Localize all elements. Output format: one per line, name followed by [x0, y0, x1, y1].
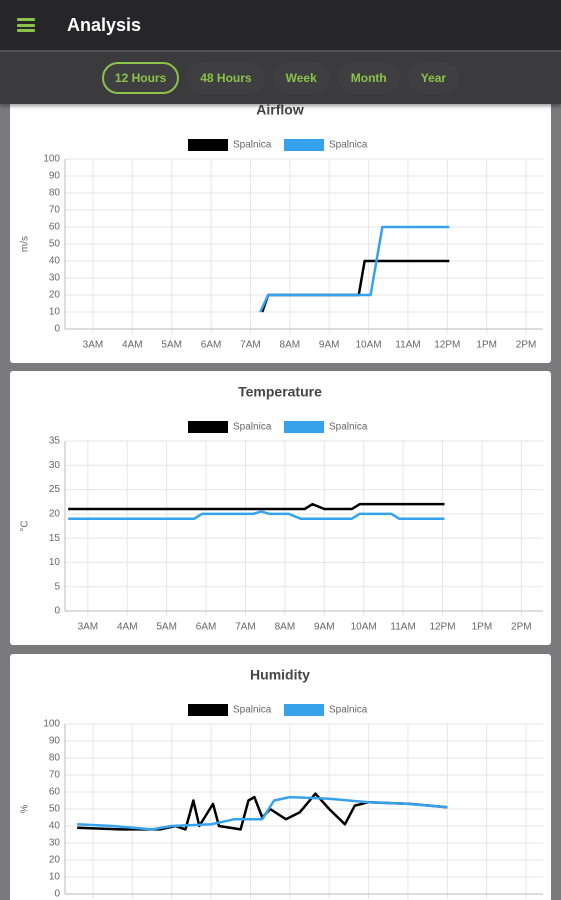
x-tick-label: 11AM: [390, 622, 415, 633]
y-tick-label: 0: [54, 324, 60, 335]
y-tick-label: 20: [49, 855, 61, 866]
chart-card: Temperature Spalnica Spalnica 0 5 10 15 20 25 30 3…: [10, 371, 551, 645]
y-tick-label: 60: [49, 787, 61, 798]
x-tick-label: 7AM: [235, 622, 256, 633]
y-tick-label: 25: [49, 484, 61, 495]
chart-card: Humidity Spalnica Spalnica 0 10 20 30 40 50 60 70 8…: [10, 654, 551, 900]
y-tick-label: 50: [49, 804, 61, 815]
y-tick-label: 70: [49, 205, 61, 216]
tab[interactable]: Week: [272, 62, 330, 94]
legend-swatch: [284, 421, 324, 433]
tab[interactable]: Year: [407, 62, 460, 94]
y-axis-label: m/s: [20, 236, 31, 252]
card: [10, 89, 551, 363]
page-title: Analysis: [67, 14, 142, 35]
legend-label: Spalnica: [329, 140, 368, 151]
y-tick-label: 100: [43, 154, 60, 165]
top-bar: Analysis: [0, 0, 561, 52]
x-tick-label: 8AM: [280, 340, 301, 351]
x-tick-label: 6AM: [201, 340, 222, 351]
x-tick-label: 4AM: [122, 340, 143, 351]
chart-title: Temperature: [238, 384, 322, 400]
x-tick-label: 2PM: [511, 622, 532, 633]
y-tick-label: 10: [49, 872, 61, 883]
x-tick-label: 3AM: [83, 340, 104, 351]
card: [10, 654, 551, 900]
y-tick-label: 0: [54, 606, 60, 617]
legend-label: Spalnica: [233, 705, 272, 716]
series-line: [77, 792, 448, 831]
chart-card: Airflow Spalnica Spalnica 0 10 20 30 40 50 60 70 80…: [10, 89, 551, 363]
x-tick-label: 3AM: [78, 622, 99, 633]
x-tick-label: 8AM: [275, 622, 296, 633]
x-tick-label: 5AM: [156, 622, 177, 633]
legend-swatch: [284, 704, 324, 716]
y-tick-label: 20: [49, 508, 61, 519]
menu-button[interactable]: [17, 18, 35, 32]
legend-label: Spalnica: [329, 705, 368, 716]
y-axis-label: %: [20, 804, 31, 813]
y-tick-label: 80: [49, 188, 61, 199]
y-tick-label: 40: [49, 256, 61, 267]
series-line: [68, 502, 445, 511]
x-tick-label: 11AM: [395, 340, 420, 351]
x-tick-label: 4AM: [117, 622, 138, 633]
y-tick-label: 70: [49, 770, 61, 781]
y-tick-label: 10: [49, 557, 61, 568]
y-tick-label: 100: [43, 719, 60, 730]
tab[interactable]: Month: [337, 62, 400, 94]
x-tick-label: 12PM: [434, 340, 460, 351]
series-line: [77, 795, 448, 831]
legend-swatch: [188, 139, 228, 151]
y-tick-label: 90: [49, 736, 61, 747]
legend-label: Spalnica: [329, 422, 368, 433]
x-tick-label: 10AM: [356, 340, 382, 351]
x-tick-label: 10AM: [351, 622, 377, 633]
x-tick-label: 9AM: [314, 622, 335, 633]
x-tick-label: 5AM: [161, 340, 182, 351]
series-line: [68, 510, 445, 520]
legend-swatch: [284, 139, 324, 151]
y-tick-label: 90: [49, 171, 61, 182]
chart-title: Airflow: [256, 102, 304, 118]
chart-title: Humidity: [250, 667, 310, 683]
legend-label: Spalnica: [233, 140, 272, 151]
y-tick-label: 30: [49, 460, 61, 471]
y-tick-label: 10: [49, 307, 61, 318]
y-tick-label: 5: [54, 581, 60, 592]
y-tick-label: 20: [49, 290, 61, 301]
legend-swatch: [188, 704, 228, 716]
x-tick-label: 9AM: [319, 340, 340, 351]
y-tick-label: 50: [49, 239, 61, 250]
y-tick-label: 35: [49, 436, 61, 447]
y-tick-label: 30: [49, 273, 61, 284]
y-tick-label: 80: [49, 753, 61, 764]
x-tick-label: 6AM: [196, 622, 217, 633]
tab[interactable]: 12 Hours: [101, 62, 180, 94]
y-tick-label: 15: [49, 533, 61, 544]
tab[interactable]: 48 Hours: [187, 62, 265, 94]
y-tick-label: 40: [49, 821, 61, 832]
y-tick-label: 30: [49, 838, 61, 849]
legend-label: Spalnica: [233, 422, 272, 433]
x-tick-label: 2PM: [516, 340, 537, 351]
x-tick-label: 12PM: [429, 622, 455, 633]
x-tick-label: 1PM: [476, 340, 497, 351]
series-line: [259, 225, 450, 313]
y-axis-label: °C: [20, 520, 31, 531]
tab-bar: 12 Hours 48 Hours Week Month Year: [0, 52, 561, 104]
y-tick-label: 0: [54, 889, 60, 900]
x-tick-label: 1PM: [472, 622, 493, 633]
y-tick-label: 60: [49, 222, 61, 233]
legend-swatch: [188, 421, 228, 433]
x-tick-label: 7AM: [240, 340, 261, 351]
